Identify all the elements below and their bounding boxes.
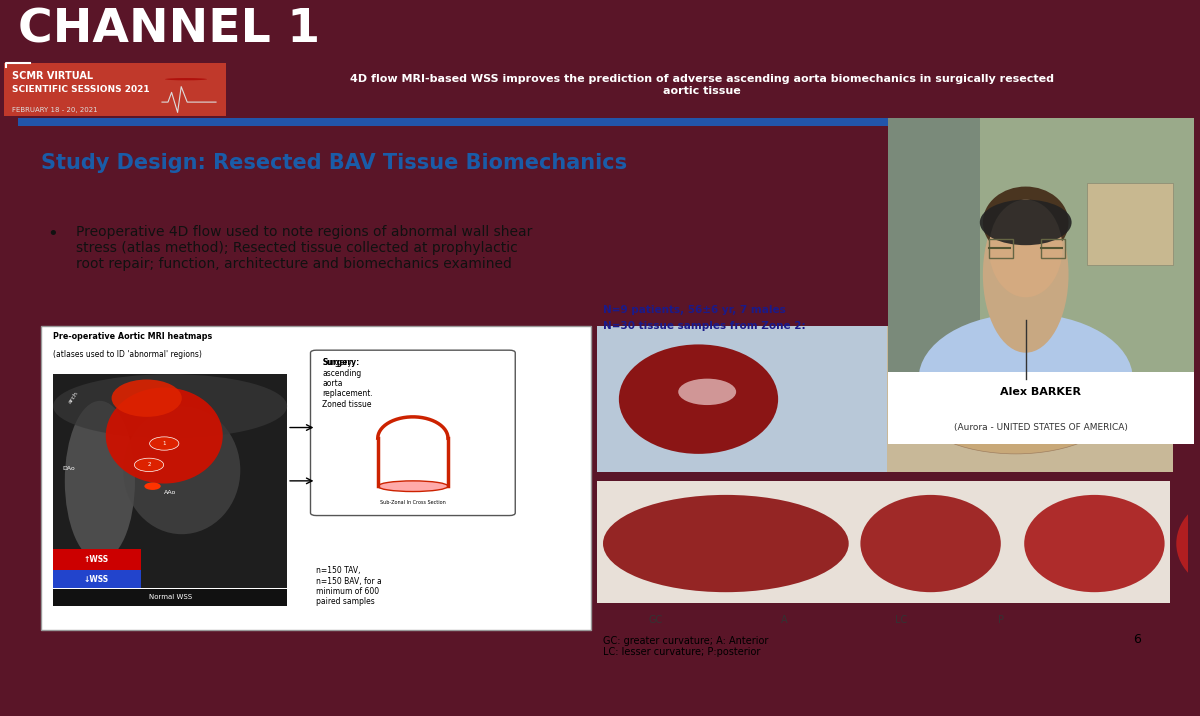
Bar bbox=[53, 374, 287, 588]
Bar bbox=[1042, 238, 1066, 258]
Ellipse shape bbox=[1024, 495, 1164, 592]
Text: AAo: AAo bbox=[164, 490, 176, 495]
Ellipse shape bbox=[150, 437, 179, 450]
Text: (Aurora - UNITED STATES OF AMERICA): (Aurora - UNITED STATES OF AMERICA) bbox=[954, 423, 1128, 432]
Ellipse shape bbox=[106, 387, 223, 483]
Bar bbox=[53, 570, 140, 588]
Text: Preoperative 4D flow used to note regions of abnormal wall shear
stress (atlas m: Preoperative 4D flow used to note region… bbox=[77, 225, 533, 271]
Text: Study Design: Resected BAV Tissue Biomechanics: Study Design: Resected BAV Tissue Biomec… bbox=[42, 153, 628, 173]
Ellipse shape bbox=[989, 200, 1062, 297]
Text: arch: arch bbox=[67, 390, 79, 405]
Ellipse shape bbox=[112, 379, 182, 417]
Ellipse shape bbox=[619, 344, 778, 454]
Ellipse shape bbox=[960, 369, 1088, 435]
Text: •: • bbox=[47, 225, 58, 243]
Text: Surgery:
ascending
aorta
replacement.
Zoned tissue: Surgery: ascending aorta replacement. Zo… bbox=[322, 358, 373, 409]
Text: Alex BARKER: Alex BARKER bbox=[1001, 387, 1081, 397]
Circle shape bbox=[144, 483, 161, 490]
Text: Surgery:: Surgery: bbox=[322, 358, 360, 367]
Text: n=150 TAV,
n=150 BAV, for a
minimum of 600
paired samples: n=150 TAV, n=150 BAV, for a minimum of 6… bbox=[317, 566, 382, 606]
Circle shape bbox=[678, 379, 736, 405]
Text: A: A bbox=[781, 615, 787, 625]
Text: 6: 6 bbox=[1133, 633, 1141, 647]
Bar bbox=[888, 372, 1194, 444]
Text: ↓WSS: ↓WSS bbox=[84, 574, 109, 584]
Bar bbox=[888, 118, 1194, 372]
Bar bbox=[42, 326, 592, 630]
Ellipse shape bbox=[983, 196, 1068, 353]
Text: 4D flow MRI-based WSS improves the prediction of adverse ascending aorta biomech: 4D flow MRI-based WSS improves the predi… bbox=[350, 74, 1054, 96]
Bar bbox=[18, 118, 1188, 126]
Ellipse shape bbox=[378, 481, 448, 491]
Ellipse shape bbox=[604, 495, 848, 592]
Ellipse shape bbox=[860, 495, 1001, 592]
Text: Normal WSS: Normal WSS bbox=[149, 594, 192, 600]
Text: ↑WSS: ↑WSS bbox=[84, 556, 109, 564]
Ellipse shape bbox=[980, 200, 1072, 245]
Text: GC: GC bbox=[648, 615, 662, 625]
Ellipse shape bbox=[919, 314, 1133, 444]
Text: N=30 tissue samples from Zone 2:: N=30 tissue samples from Zone 2: bbox=[604, 321, 805, 331]
Bar bbox=[887, 326, 1174, 472]
Text: FEBRUARY 18 - 20, 2021: FEBRUARY 18 - 20, 2021 bbox=[12, 107, 97, 112]
Ellipse shape bbox=[916, 359, 1116, 454]
Ellipse shape bbox=[53, 374, 287, 438]
Text: DAo: DAo bbox=[62, 466, 76, 471]
Text: Sub-Zonal In Cross Section: Sub-Zonal In Cross Section bbox=[380, 500, 445, 505]
Ellipse shape bbox=[166, 78, 208, 80]
Bar bbox=[979, 118, 1194, 372]
Bar bbox=[598, 481, 1170, 603]
Bar bbox=[4, 62, 226, 117]
Ellipse shape bbox=[65, 401, 134, 561]
Bar bbox=[53, 548, 140, 571]
Text: N=9 patients, 56±6 yr, 7 males: N=9 patients, 56±6 yr, 7 males bbox=[604, 305, 786, 315]
Ellipse shape bbox=[1176, 495, 1200, 592]
Text: Pre-operative Aortic MRI heatmaps: Pre-operative Aortic MRI heatmaps bbox=[53, 332, 212, 341]
Bar bbox=[989, 238, 1014, 258]
Bar bbox=[1087, 183, 1172, 265]
Ellipse shape bbox=[134, 458, 163, 472]
Text: P: P bbox=[998, 615, 1003, 625]
Ellipse shape bbox=[983, 187, 1068, 258]
Bar bbox=[888, 118, 979, 372]
Text: (atlases used to ID 'abnormal' regions): (atlases used to ID 'abnormal' regions) bbox=[53, 350, 202, 359]
Bar bbox=[598, 326, 887, 472]
Text: LC: LC bbox=[895, 615, 907, 625]
Ellipse shape bbox=[124, 406, 240, 534]
Text: SCIENTIFIC SESSIONS 2021: SCIENTIFIC SESSIONS 2021 bbox=[12, 85, 150, 94]
Text: 1: 1 bbox=[162, 441, 166, 446]
Text: 2: 2 bbox=[148, 463, 151, 468]
Bar bbox=[53, 589, 287, 606]
FancyBboxPatch shape bbox=[311, 350, 515, 516]
Text: GC: greater curvature; A: Anterior
LC: lesser curvature; P:posterior: GC: greater curvature; A: Anterior LC: l… bbox=[604, 636, 768, 657]
Text: CHANNEL 1: CHANNEL 1 bbox=[18, 8, 320, 53]
Text: SCMR VIRTUAL: SCMR VIRTUAL bbox=[12, 71, 94, 81]
